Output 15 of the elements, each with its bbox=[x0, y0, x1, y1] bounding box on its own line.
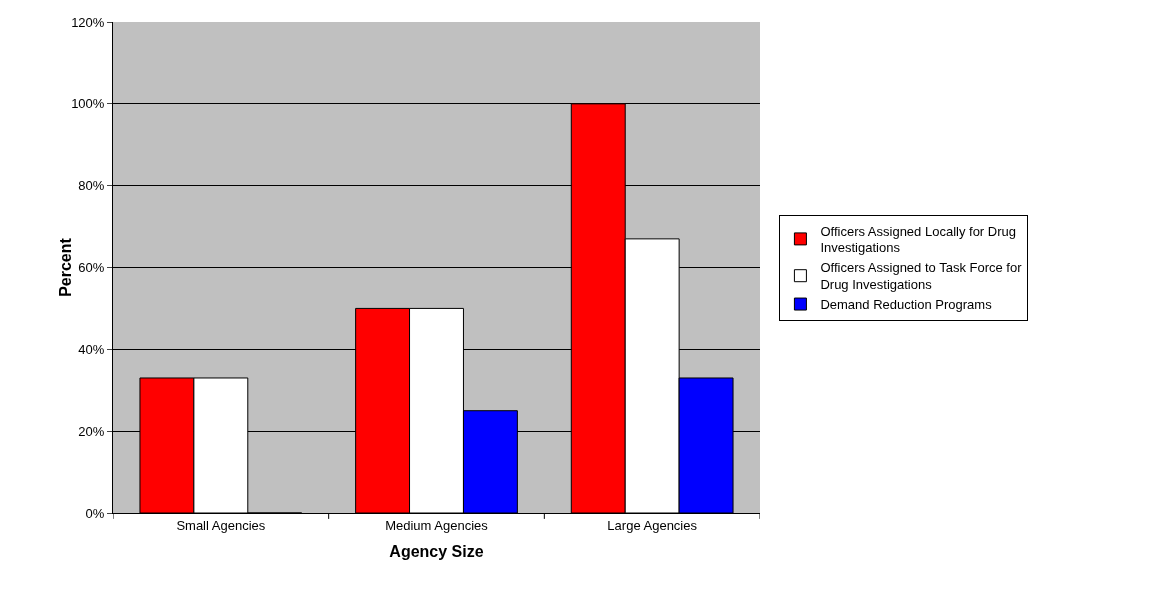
legend-label: Officers Assigned Locally for Drug Investigations bbox=[820, 223, 1016, 256]
y-tick-label: 100% bbox=[71, 96, 105, 112]
y-tick-label: 40% bbox=[78, 341, 105, 357]
y-axis-title: Percent bbox=[57, 237, 74, 297]
x-tick-label: Medium Agencies bbox=[385, 517, 489, 533]
y-tick-label: 0% bbox=[85, 505, 105, 521]
y-tick-label: 20% bbox=[78, 423, 105, 439]
x-axis-title: Agency Size bbox=[389, 543, 484, 561]
legend-label: Officers Assigned to Task Force for Drug Investigations bbox=[820, 260, 1023, 293]
y-tick-label: 60% bbox=[78, 260, 105, 276]
x-tick-label: Large Agencies bbox=[607, 517, 698, 533]
y-tick-label: 120% bbox=[71, 14, 105, 30]
x-tick-label: Small Agencies bbox=[176, 517, 266, 533]
legend-label: Demand Reduction Programs bbox=[820, 297, 993, 313]
y-tick-label: 80% bbox=[78, 178, 105, 194]
